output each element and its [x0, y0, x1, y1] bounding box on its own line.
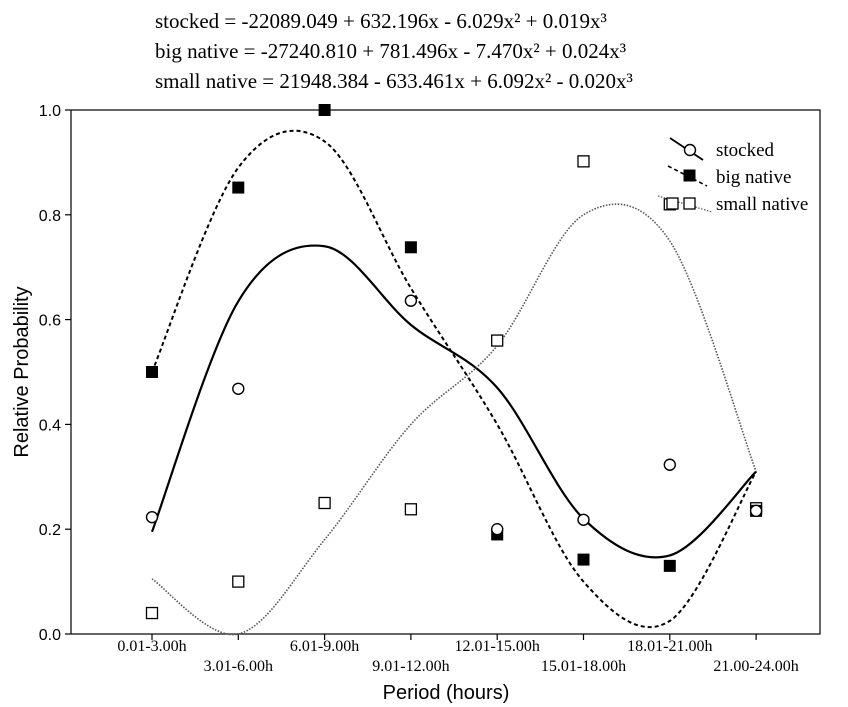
x-tick-label: 12.01-15.00h — [455, 638, 540, 655]
point-big-native — [146, 366, 158, 378]
legend-small-native-marker — [666, 197, 679, 210]
point-big-native — [663, 559, 676, 572]
fit-curve-small-native — [151, 203, 757, 636]
point-big-native — [577, 553, 590, 566]
point-stocked — [232, 382, 245, 395]
x-axis-ticks: 0.01-3.00h 3.01-6.00h 6.01-9.00h 9.01-12.00… — [117, 634, 799, 675]
point-small-native — [491, 334, 504, 347]
equation-stocked: stocked = -22089.049 + 632.196x - 6.029x… — [155, 9, 607, 33]
x-axis-label: Period (hours) — [383, 682, 510, 704]
y-tick-label: 1.0 — [39, 103, 61, 120]
x-tick-label: 9.01-12.00h — [372, 658, 449, 675]
equation-small-native: small native = 21948.384 - 633.461x + 6.… — [155, 69, 633, 93]
point-small-native — [232, 575, 245, 588]
fit-curve-big-native — [151, 129, 757, 628]
legend-stocked-label: stocked — [716, 140, 775, 161]
point-stocked — [491, 523, 504, 536]
y-tick-label: 0.4 — [39, 417, 61, 434]
point-stocked — [749, 504, 763, 518]
legend-stocked-marker — [683, 143, 697, 157]
x-tick-label: 15.01-18.00h — [541, 658, 626, 675]
point-small-native — [404, 503, 418, 516]
x-tick-label: 6.01-9.00h — [290, 638, 359, 655]
x-tick-label: 3.01-6.00h — [204, 658, 273, 675]
y-axis-ticks: 0.0 0.2 0.4 0.6 0.8 1.0 — [39, 103, 71, 644]
x-tick-label: 18.01-21.00h — [627, 638, 712, 655]
legend-big-native-marker — [683, 169, 696, 182]
y-axis-label: Relative Probability — [11, 286, 33, 457]
point-big-native — [404, 241, 417, 254]
data-points — [145, 104, 763, 620]
y-tick-label: 0.0 — [39, 627, 61, 644]
y-tick-label: 0.6 — [39, 313, 61, 330]
point-stocked — [663, 458, 676, 471]
point-small-native — [577, 155, 590, 168]
point-small-native — [318, 496, 331, 510]
point-small-native — [145, 606, 159, 620]
equations: stocked = -22089.049 + 632.196x - 6.029x… — [155, 9, 633, 93]
legend: stocked big native small native — [657, 137, 808, 215]
y-tick-label: 0.8 — [39, 208, 61, 225]
equation-big-native: big native = -27240.810 + 781.496x - 7.4… — [155, 39, 626, 63]
point-stocked — [145, 510, 159, 524]
legend-small-native-label: small native — [716, 194, 808, 215]
fit-curve-stocked — [150, 244, 757, 559]
point-big-native — [232, 181, 245, 194]
plot-frame — [70, 109, 821, 635]
legend-big-native-label: big native — [716, 167, 791, 188]
point-big-native — [318, 104, 331, 116]
point-stocked — [404, 294, 418, 307]
y-tick-label: 0.2 — [39, 522, 61, 539]
point-stocked — [577, 513, 590, 526]
fit-curves — [150, 129, 757, 636]
legend-small-native-marker — [683, 197, 696, 210]
x-tick-label: 21.00-24.00h — [713, 658, 798, 675]
x-tick-label: 0.01-3.00h — [117, 638, 186, 655]
